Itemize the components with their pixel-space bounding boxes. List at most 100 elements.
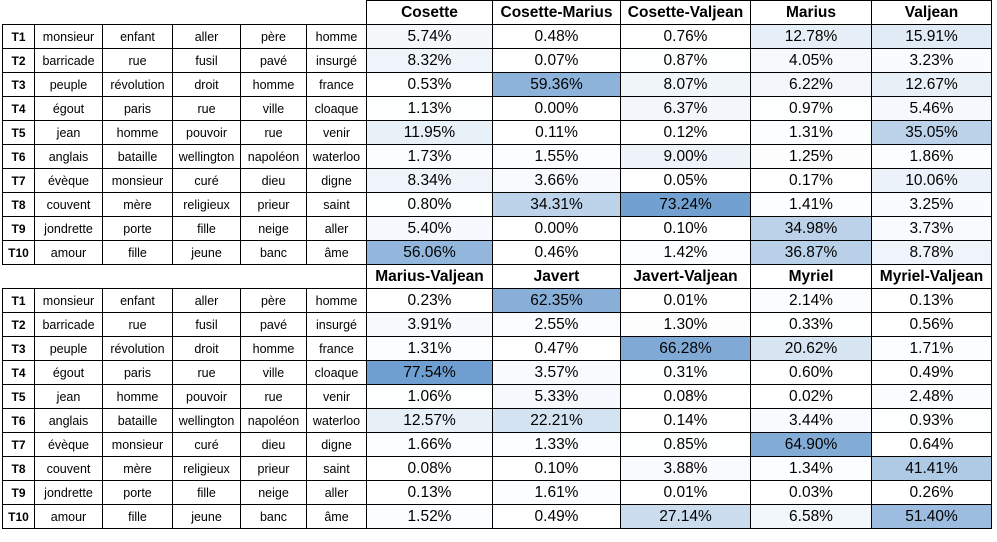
topic-id: T5 (2, 384, 35, 409)
topic-word: couvent (34, 192, 103, 217)
topic-word: bataille (102, 408, 173, 433)
percentage-cell: 15.91% (871, 24, 992, 49)
percentage-cell: 0.05% (620, 168, 751, 193)
topic-word: waterloo (306, 144, 367, 169)
percentage-cell: 0.56% (871, 312, 992, 337)
percentage-cell: 0.08% (620, 384, 751, 409)
percentage-cell: 12.78% (750, 24, 872, 49)
topic-word: barricade (34, 312, 103, 337)
table-row: T1 monsieur enfant aller père homme 5.74% 0.48%… (2, 24, 992, 49)
topic-word: couvent (34, 456, 103, 481)
table-row: T6 anglais bataille wellington napoléon water… (2, 408, 992, 433)
percentage-cell: 0.26% (871, 480, 992, 505)
column-header: Cosette-Valjean (620, 0, 751, 25)
topic-word: enfant (102, 288, 173, 313)
topic-word: anglais (34, 408, 103, 433)
topic-word: monsieur (102, 432, 173, 457)
topic-word: homme (306, 288, 367, 313)
topic-word: jondrette (34, 480, 103, 505)
percentage-cell: 6.58% (750, 504, 872, 529)
percentage-cell: 0.11% (492, 120, 621, 145)
table-row: T4 égout paris rue ville cloaque 77.54% 3.57% 0.… (2, 360, 992, 385)
table-row: T8 couvent mère religieux prieur saint 0.08% 0.… (2, 456, 992, 481)
percentage-cell: 0.07% (492, 48, 621, 73)
topic-word: banc (240, 504, 307, 529)
percentage-cell: 1.31% (750, 120, 872, 145)
percentage-cell: 0.93% (871, 408, 992, 433)
percentage-cell: 10.06% (871, 168, 992, 193)
percentage-cell: 35.05% (871, 120, 992, 145)
topic-id: T6 (2, 408, 35, 433)
topic-word: venir (306, 120, 367, 145)
percentage-cell: 2.55% (492, 312, 621, 337)
topic-word: révolution (102, 336, 173, 361)
topic-id: T8 (2, 456, 35, 481)
topic-word: digne (306, 432, 367, 457)
percentage-cell: 0.97% (750, 96, 872, 121)
topic-word: bataille (102, 144, 173, 169)
column-header: Myriel (750, 264, 872, 289)
topic-word: curé (172, 168, 241, 193)
header-row: Cosette Cosette-Marius Cosette-Valjean Mari… (3, 0, 992, 25)
percentage-cell: 1.33% (492, 432, 621, 457)
table-row: T5 jean homme pouvoir rue venir 1.06% 5.33% 0.08… (2, 384, 992, 409)
percentage-cell: 0.01% (620, 480, 751, 505)
percentage-cell: 0.64% (871, 432, 992, 457)
percentage-cell: 0.13% (366, 480, 493, 505)
percentage-cell: 6.22% (750, 72, 872, 97)
column-header: Marius-Valjean (366, 264, 493, 289)
percentage-cell: 0.48% (492, 24, 621, 49)
topic-word: aller (306, 480, 367, 505)
topic-id: T3 (2, 336, 35, 361)
topic-word: insurgé (306, 312, 367, 337)
topic-word: amour (34, 240, 103, 265)
percentage-cell: 3.57% (492, 360, 621, 385)
percentage-cell: 1.42% (620, 240, 751, 265)
topic-word: pouvoir (172, 384, 241, 409)
percentage-cell: 0.14% (620, 408, 751, 433)
topic-word: rue (240, 120, 307, 145)
percentage-cell: 1.73% (366, 144, 493, 169)
percentage-cell: 64.90% (750, 432, 872, 457)
percentage-cell: 0.13% (871, 288, 992, 313)
topic-word: père (240, 288, 307, 313)
topic-id: T6 (2, 144, 35, 169)
topic-word: jeune (172, 240, 241, 265)
percentage-cell: 0.03% (750, 480, 872, 505)
topic-word: curé (172, 432, 241, 457)
column-header: Cosette-Marius (492, 0, 621, 25)
percentage-cell: 1.55% (492, 144, 621, 169)
percentage-cell: 62.35% (492, 288, 621, 313)
topic-word: rue (102, 312, 173, 337)
percentage-cell: 0.49% (492, 504, 621, 529)
percentage-cell: 0.12% (620, 120, 751, 145)
topic-word: amour (34, 504, 103, 529)
topic-word: saint (306, 192, 367, 217)
topic-word: monsieur (34, 24, 103, 49)
topic-word: fille (102, 504, 173, 529)
table-row: T4 égout paris rue ville cloaque 1.13% 0.00% 6.3… (2, 96, 992, 121)
percentage-cell: 0.00% (492, 216, 621, 241)
topic-word: neige (240, 480, 307, 505)
percentage-cell: 1.61% (492, 480, 621, 505)
percentage-cell: 0.17% (750, 168, 872, 193)
column-header: Marius (750, 0, 872, 25)
topic-word: jean (34, 384, 103, 409)
topic-id: T9 (2, 216, 35, 241)
topic-word: prieur (240, 456, 307, 481)
percentage-cell: 12.67% (871, 72, 992, 97)
topic-word: homme (306, 24, 367, 49)
topic-word: porte (102, 480, 173, 505)
column-header: Valjean (871, 0, 992, 25)
table-row: T6 anglais bataille wellington napoléon water… (2, 144, 992, 169)
topic-word: anglais (34, 144, 103, 169)
topic-word: paris (102, 96, 173, 121)
topic-id: T2 (2, 312, 35, 337)
topic-word: rue (172, 96, 241, 121)
percentage-cell: 3.66% (492, 168, 621, 193)
percentage-cell: 0.53% (366, 72, 493, 97)
percentage-cell: 0.10% (492, 456, 621, 481)
topic-word: jondrette (34, 216, 103, 241)
percentage-cell: 34.31% (492, 192, 621, 217)
column-header: Cosette (366, 0, 493, 25)
